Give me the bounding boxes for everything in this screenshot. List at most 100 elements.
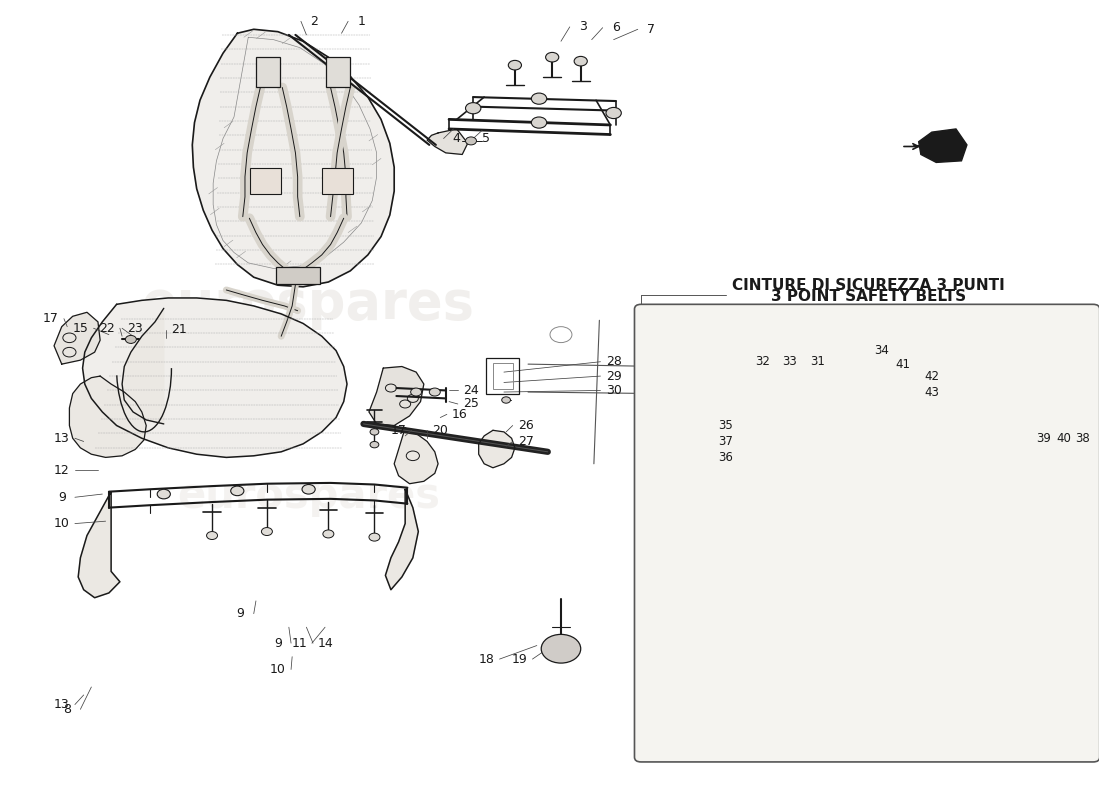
Text: 7: 7 xyxy=(647,22,654,36)
Text: 38: 38 xyxy=(1075,432,1089,445)
Text: 33: 33 xyxy=(782,355,796,368)
Text: 1: 1 xyxy=(358,15,365,28)
Polygon shape xyxy=(761,623,840,657)
Bar xyxy=(1020,649,1070,681)
Text: 43: 43 xyxy=(924,386,939,398)
Polygon shape xyxy=(918,129,967,162)
Text: 42: 42 xyxy=(924,370,939,382)
Text: 29: 29 xyxy=(606,370,621,382)
Polygon shape xyxy=(69,376,146,458)
Text: 5: 5 xyxy=(483,132,491,145)
Circle shape xyxy=(574,56,587,66)
Bar xyxy=(327,57,350,87)
Text: 25: 25 xyxy=(463,398,478,410)
Text: 32: 32 xyxy=(756,355,770,368)
Bar xyxy=(1022,318,1068,368)
Text: 13: 13 xyxy=(54,432,69,445)
Polygon shape xyxy=(394,428,438,484)
Text: 21: 21 xyxy=(172,323,187,336)
Text: 31: 31 xyxy=(811,355,825,368)
Circle shape xyxy=(262,527,273,535)
Text: 41: 41 xyxy=(895,358,911,370)
Text: CINTURE DI SICUREZZA 3 PUNTI: CINTURE DI SICUREZZA 3 PUNTI xyxy=(732,278,1004,293)
Circle shape xyxy=(368,533,379,541)
Text: 22: 22 xyxy=(99,322,114,334)
Text: 3: 3 xyxy=(579,21,587,34)
Circle shape xyxy=(508,60,521,70)
Text: 4: 4 xyxy=(453,132,461,145)
Text: 15: 15 xyxy=(73,322,88,334)
Circle shape xyxy=(502,397,510,403)
Polygon shape xyxy=(192,30,394,286)
Circle shape xyxy=(606,107,621,118)
Text: 12: 12 xyxy=(54,464,69,477)
Circle shape xyxy=(207,531,218,539)
Circle shape xyxy=(429,388,440,396)
Text: 20: 20 xyxy=(432,424,448,437)
Polygon shape xyxy=(82,298,346,458)
Bar xyxy=(493,362,513,389)
Text: 17: 17 xyxy=(390,424,407,437)
Bar xyxy=(251,168,282,194)
Circle shape xyxy=(531,93,547,104)
Text: 16: 16 xyxy=(452,408,468,421)
Text: 34: 34 xyxy=(873,344,889,357)
Text: 14: 14 xyxy=(317,637,333,650)
Circle shape xyxy=(410,388,421,396)
Text: 19: 19 xyxy=(512,653,527,666)
Text: 9: 9 xyxy=(58,490,66,504)
Circle shape xyxy=(869,332,884,343)
Polygon shape xyxy=(54,312,100,364)
Polygon shape xyxy=(427,129,468,154)
Circle shape xyxy=(546,53,559,62)
Polygon shape xyxy=(122,308,164,424)
Circle shape xyxy=(730,466,748,478)
Text: 30: 30 xyxy=(606,384,621,397)
Text: 10: 10 xyxy=(270,663,286,676)
FancyBboxPatch shape xyxy=(635,304,1100,762)
Text: 36: 36 xyxy=(718,451,733,464)
Text: 24: 24 xyxy=(463,384,478,397)
Text: 17: 17 xyxy=(43,312,58,325)
Text: 18: 18 xyxy=(478,653,494,666)
Circle shape xyxy=(157,490,170,499)
Circle shape xyxy=(231,486,244,496)
Text: 9: 9 xyxy=(274,637,282,650)
Bar xyxy=(486,358,519,394)
Text: 27: 27 xyxy=(518,435,534,448)
Text: 8: 8 xyxy=(63,703,72,716)
Circle shape xyxy=(370,442,378,448)
Text: 2: 2 xyxy=(310,15,318,28)
Polygon shape xyxy=(713,657,837,719)
Text: 28: 28 xyxy=(606,355,621,368)
Bar xyxy=(322,168,352,194)
Bar xyxy=(786,355,830,386)
Text: 6: 6 xyxy=(612,21,619,34)
Circle shape xyxy=(541,634,581,663)
Polygon shape xyxy=(478,430,515,468)
Text: 35: 35 xyxy=(718,419,733,432)
Polygon shape xyxy=(78,492,120,598)
Bar xyxy=(276,267,320,285)
Text: 11: 11 xyxy=(292,637,308,650)
Text: 40: 40 xyxy=(1056,432,1071,445)
Circle shape xyxy=(302,485,316,494)
Text: eurospares: eurospares xyxy=(177,474,440,517)
Text: eurospares: eurospares xyxy=(783,505,976,534)
Polygon shape xyxy=(368,366,424,426)
Text: 23: 23 xyxy=(128,322,143,334)
Circle shape xyxy=(370,429,378,435)
Text: 9: 9 xyxy=(236,607,244,620)
Bar xyxy=(1022,322,1044,336)
Text: 13: 13 xyxy=(54,698,69,711)
Text: 3 POINT SAFETY BELTS: 3 POINT SAFETY BELTS xyxy=(771,289,966,304)
Circle shape xyxy=(125,335,136,343)
Circle shape xyxy=(531,117,547,128)
Circle shape xyxy=(465,137,476,145)
Polygon shape xyxy=(385,490,418,590)
Circle shape xyxy=(323,530,333,538)
Bar xyxy=(256,57,280,87)
Circle shape xyxy=(465,102,481,114)
Text: eurospares: eurospares xyxy=(142,278,475,330)
Text: 10: 10 xyxy=(54,517,69,530)
